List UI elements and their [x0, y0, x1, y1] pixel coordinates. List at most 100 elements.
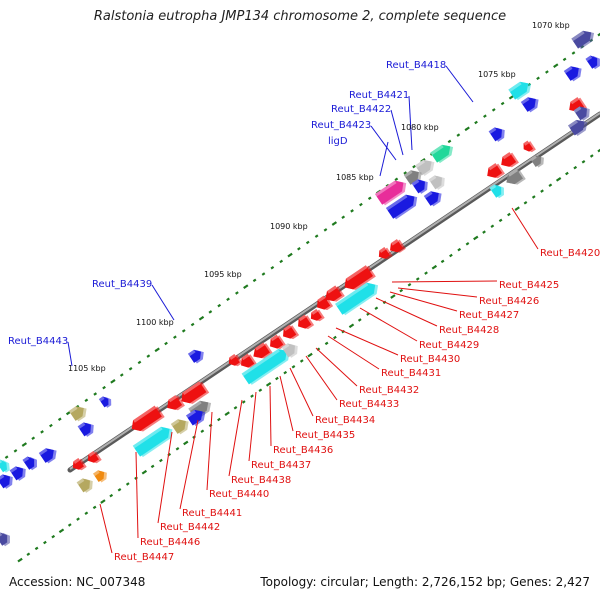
tick-mark: [84, 511, 89, 515]
gene-label-reverse: Reut_B4436: [273, 445, 333, 456]
gene-label-reverse: Reut_B4441: [182, 508, 242, 519]
gene-feature: [132, 426, 173, 458]
tick-mark: [17, 557, 23, 563]
tick-mark: [173, 335, 177, 339]
tick-mark: [134, 476, 138, 480]
tick-mark: [283, 370, 288, 375]
gene-label-forward: Reut_B4421: [349, 90, 409, 101]
tick-mark: [491, 108, 496, 112]
tick-mark: [431, 264, 438, 270]
tick-mark: [324, 341, 329, 346]
tick-mark: [500, 101, 505, 106]
gene-feature: [508, 81, 532, 101]
tick-mark: [299, 359, 304, 363]
gene-label-forward: Reut_B4422: [331, 104, 391, 115]
tick-mark: [224, 411, 230, 416]
tick-mark: [399, 288, 404, 293]
gene-label-reverse: Reut_B4420: [540, 248, 600, 259]
tick-mark: [597, 31, 600, 37]
tick-mark: [447, 139, 452, 144]
tick-label: 1085 kbp: [336, 173, 374, 182]
gene-features: [0, 30, 600, 547]
tick-mark: [367, 196, 372, 201]
tick-mark: [456, 133, 461, 137]
gene-label-reverse: Reut_B4447: [114, 552, 174, 563]
gene-feature: [325, 285, 345, 302]
tick-mark: [275, 376, 279, 381]
tick-mark: [374, 306, 379, 310]
tick-mark: [562, 57, 567, 62]
tick-mark: [316, 347, 321, 351]
tick-mark: [265, 382, 272, 387]
tick-label: 1090 kbp: [270, 222, 308, 231]
gene-label-reverse: Reut_B4442: [160, 522, 220, 533]
tick-mark: [555, 177, 562, 182]
gene-feature: [228, 354, 243, 367]
tick-mark: [235, 291, 239, 295]
gene-feature: [501, 152, 519, 168]
gene-feature: [98, 396, 112, 408]
tick-mark: [150, 464, 155, 469]
tick-mark: [119, 373, 124, 377]
summary-text: Topology: circular; Length: 2,726,152 bp…: [260, 575, 590, 589]
tick-mark: [573, 165, 578, 170]
gene-labels: Reut_B4418 Reut_B4421 Reut_B4422 Reut_B4423…: [8, 60, 600, 563]
leader-line: [269, 385, 272, 447]
gene-feature: [170, 419, 189, 435]
leader-line: [370, 125, 397, 161]
gene-label-reverse: Reut_B4446: [140, 537, 200, 548]
gene-label-reverse: Reut_B4429: [419, 340, 479, 351]
tick-mark: [200, 429, 205, 433]
label-leader-lines: [67, 65, 539, 554]
tick-mark: [102, 385, 106, 390]
gene-feature: [344, 265, 376, 290]
gene-feature: [87, 451, 102, 464]
map-title: Ralstonia eutropha JMP134 chromosome 2, …: [93, 9, 507, 24]
tick-mark: [100, 499, 106, 504]
leader-line: [511, 207, 539, 250]
tick-mark: [128, 366, 133, 371]
tick-mark: [514, 206, 520, 211]
tick-mark: [536, 76, 540, 81]
gene-feature: [530, 155, 544, 168]
leader-line: [379, 141, 389, 177]
tick-mark: [403, 171, 408, 175]
tick-mark: [13, 449, 18, 453]
leader-line: [408, 95, 413, 151]
leader-line: [67, 341, 73, 367]
leader-line: [335, 327, 399, 356]
tick-mark: [76, 517, 80, 521]
tick-mark: [183, 440, 189, 446]
gene-feature: [489, 184, 504, 199]
tick-label: 1105 kbp: [68, 364, 106, 373]
tick-mark: [571, 51, 576, 55]
gene-label-reverse: Reut_B4435: [295, 430, 355, 441]
tick-mark: [117, 488, 122, 492]
tick-mark: [49, 423, 53, 428]
tick-mark: [440, 259, 445, 264]
tick-mark: [226, 297, 230, 302]
tick-mark: [4, 455, 9, 459]
tick-mark: [250, 394, 254, 398]
gene-feature: [571, 30, 595, 50]
tick-mark: [545, 70, 549, 74]
gene-feature: [38, 448, 57, 464]
tick-mark: [407, 283, 412, 287]
gene-feature: [374, 180, 407, 206]
gene-feature: [385, 194, 418, 220]
gene-feature: [0, 474, 13, 489]
tick-mark: [464, 126, 470, 132]
inner-tick-track: [17, 147, 600, 563]
gene-feature: [0, 459, 10, 473]
leader-line: [179, 419, 199, 510]
tick-mark: [359, 202, 363, 207]
tick-mark: [473, 235, 479, 241]
tick-mark: [154, 347, 160, 353]
tick-mark: [465, 242, 470, 246]
gene-label-reverse: Reut_B4431: [381, 368, 441, 379]
tick-mark: [323, 228, 328, 232]
tick-mark: [457, 247, 462, 252]
leader-line: [445, 65, 474, 103]
tick-mark: [67, 523, 72, 527]
